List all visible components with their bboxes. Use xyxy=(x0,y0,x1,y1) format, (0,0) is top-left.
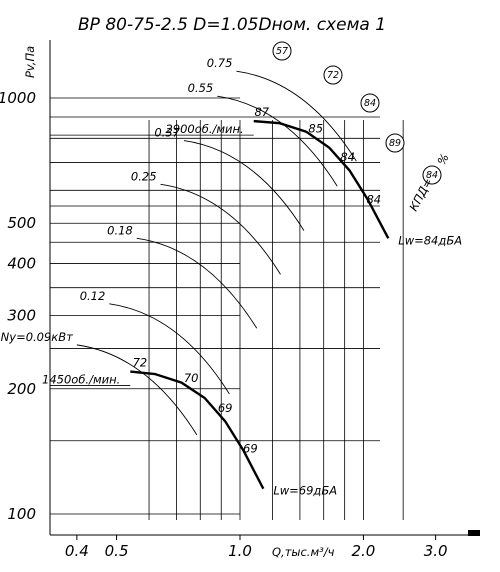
y-tick-2: 300 xyxy=(7,307,36,325)
eff-circle-84b: 84 xyxy=(422,165,442,185)
grid xyxy=(50,97,404,520)
x-tick-0: 0.4 xyxy=(65,542,89,560)
eff-mark-0-3: 84 xyxy=(366,192,381,206)
eff-label-84: 84 xyxy=(364,98,376,109)
sound-level-1: Lw=69дБА xyxy=(273,484,337,498)
x-tick-1: 0.5 xyxy=(105,542,129,560)
power-curves: 0.75 0.55 0.37 0.25 0.18 0.12 Ny=0.09кВт xyxy=(1,56,357,436)
series-line-0 xyxy=(253,119,390,239)
power-label-3: 0.25 xyxy=(131,169,157,183)
power-curve-5 xyxy=(109,303,230,395)
eff-mark-1-1: 70 xyxy=(184,371,199,385)
power-label-6: Ny=0.09кВт xyxy=(1,330,73,344)
eff-mark-1-0: 72 xyxy=(133,355,148,369)
eff-circle-72: 72 xyxy=(323,65,343,85)
power-curve-0 xyxy=(236,70,357,162)
eff-mark-0-0: 87 xyxy=(254,105,269,119)
x-tick-2: 1.0 xyxy=(228,542,252,560)
eff-mark-1-3: 69 xyxy=(243,441,258,455)
eff-mark-0-1: 85 xyxy=(308,121,323,135)
chart-title: ВР 80-75-2.5 D=1.05Dном. схема 1 xyxy=(78,15,386,35)
power-label-4: 0.18 xyxy=(107,223,133,237)
eff-circle-84: 84 xyxy=(360,93,380,113)
tick-labels: 0.4 0.5 1.0 2.0 3.0 100 200 300 400 500 1000 xyxy=(0,89,448,560)
eff-mark-0-2: 84 xyxy=(340,150,355,164)
power-label-1: 0.55 xyxy=(188,81,214,95)
power-curve-2 xyxy=(183,140,305,231)
power-curve-4 xyxy=(136,237,258,329)
performance-curves xyxy=(130,119,390,490)
power-label-5: 0.12 xyxy=(80,289,106,303)
series-line-1 xyxy=(130,370,265,490)
series-name-0: 2900об./мин. xyxy=(165,122,243,136)
eff-label-57: 57 xyxy=(276,46,288,57)
sound-level-0: Lw=84дБА xyxy=(398,233,462,247)
y-tick-1: 200 xyxy=(7,380,36,398)
efficiency-axis-unit: % xyxy=(434,151,451,167)
eff-label-84b: 84 xyxy=(426,170,438,181)
curve-labels: 2900об./мин. 87 85 84 84 Lw=84дБА 1450об./мин.… xyxy=(42,105,462,498)
x-tick-4: 3.0 xyxy=(424,542,448,560)
y-tick-5: 1000 xyxy=(0,89,36,107)
y-tick-3: 400 xyxy=(7,255,36,273)
eff-label-89: 89 xyxy=(389,138,401,149)
x-tick-3: 2.0 xyxy=(351,542,375,560)
y-tick-4: 500 xyxy=(7,214,36,232)
power-label-0: 0.75 xyxy=(207,56,233,70)
eff-circle-89: 89 xyxy=(385,133,405,153)
series-name-1: 1450об./мин. xyxy=(42,373,120,387)
eff-label-72: 72 xyxy=(327,70,339,81)
eff-circle-57: 57 xyxy=(272,41,292,61)
efficiency-axis-label: КПД= xyxy=(406,176,435,214)
y-axis-label: Pv,Па xyxy=(23,46,37,78)
eff-mark-1-2: 69 xyxy=(218,401,233,415)
y-tick-0: 100 xyxy=(7,505,36,523)
x-axis-label: Q,тыс.м³/ч xyxy=(272,545,335,559)
corner-mark xyxy=(468,530,480,536)
power-curve-3 xyxy=(160,183,281,275)
power-label-2: 0.37 xyxy=(154,126,180,140)
